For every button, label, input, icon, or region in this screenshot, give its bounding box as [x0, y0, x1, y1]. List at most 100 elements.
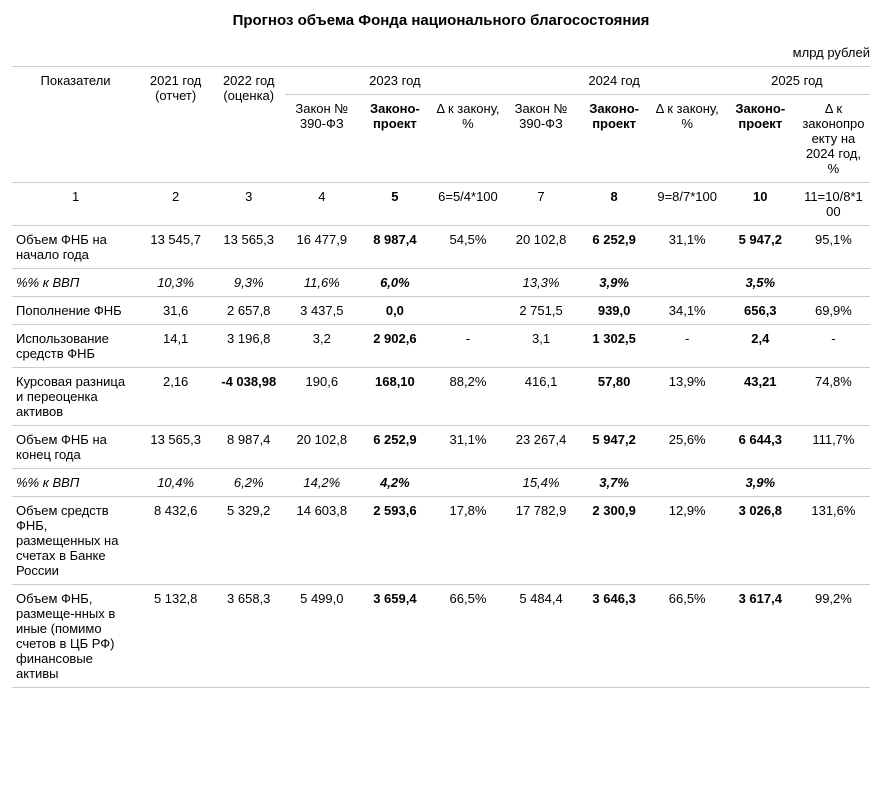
data-cell: -4 038,98 — [212, 368, 285, 426]
data-cell: 3,9% — [724, 469, 797, 497]
data-cell: 2 751,5 — [505, 297, 578, 325]
data-cell: 2 902,6 — [358, 325, 431, 368]
data-cell: 17 782,9 — [505, 497, 578, 585]
data-cell — [431, 469, 504, 497]
formula-row: 123456=5/4*100789=8/7*1001011=10/8*100 — [12, 183, 870, 226]
row-label: Объем ФНБ на начало года — [12, 226, 139, 269]
header-2025-delta: Δ к законопроекту на 2024 год, % — [797, 95, 870, 183]
data-cell: 6 252,9 — [358, 426, 431, 469]
page-title: Прогноз объема Фонда национального благо… — [12, 12, 870, 29]
data-cell: 3 646,3 — [578, 585, 651, 688]
table-row: Использование средств ФНБ14,13 196,83,22… — [12, 325, 870, 368]
data-cell — [797, 469, 870, 497]
data-cell — [651, 269, 724, 297]
data-cell: 88,2% — [431, 368, 504, 426]
header-2024-delta: Δ к закону, % — [651, 95, 724, 183]
formula-cell: 10 — [724, 183, 797, 226]
row-label: Использование средств ФНБ — [12, 325, 139, 368]
header-2021: 2021 год (отчет) — [139, 67, 212, 183]
data-cell: 31,1% — [651, 226, 724, 269]
data-cell: 3,7% — [578, 469, 651, 497]
data-cell: 416,1 — [505, 368, 578, 426]
data-cell: 20 102,8 — [285, 426, 358, 469]
data-cell: 13 565,3 — [212, 226, 285, 269]
data-cell: 111,7% — [797, 426, 870, 469]
data-cell: 5 329,2 — [212, 497, 285, 585]
formula-cell: 8 — [578, 183, 651, 226]
data-cell: 9,3% — [212, 269, 285, 297]
row-label: Курсовая разница и переоценка активов — [12, 368, 139, 426]
data-cell: 3,5% — [724, 269, 797, 297]
data-cell: 3 659,4 — [358, 585, 431, 688]
data-cell: 13 565,3 — [139, 426, 212, 469]
data-cell: 3 437,5 — [285, 297, 358, 325]
data-cell: 6 644,3 — [724, 426, 797, 469]
data-cell: 99,2% — [797, 585, 870, 688]
data-cell: 8 987,4 — [212, 426, 285, 469]
header-2024: 2024 год — [505, 67, 724, 95]
header-2025: 2025 год — [724, 67, 870, 95]
data-cell: 14,2% — [285, 469, 358, 497]
data-cell: 939,0 — [578, 297, 651, 325]
data-cell: 12,9% — [651, 497, 724, 585]
data-cell: 10,3% — [139, 269, 212, 297]
data-cell: 14 603,8 — [285, 497, 358, 585]
table-header: Показатели 2021 год (отчет) 2022 год (оц… — [12, 67, 870, 183]
data-cell: 13,3% — [505, 269, 578, 297]
data-cell — [651, 469, 724, 497]
data-cell: 1 302,5 — [578, 325, 651, 368]
data-cell: 16 477,9 — [285, 226, 358, 269]
header-2024-bill: Законо-проект — [578, 95, 651, 183]
row-label: Объем средств ФНБ, размещенных на счетах… — [12, 497, 139, 585]
data-cell — [431, 269, 504, 297]
formula-cell: 2 — [139, 183, 212, 226]
data-cell: 25,6% — [651, 426, 724, 469]
data-cell: 3,1 — [505, 325, 578, 368]
data-cell: 34,1% — [651, 297, 724, 325]
table-row: %% к ВВП10,3%9,3%11,6%6,0%13,3%3,9%3,5% — [12, 269, 870, 297]
data-cell: 3,9% — [578, 269, 651, 297]
formula-cell: 7 — [505, 183, 578, 226]
table-row: %% к ВВП10,4%6,2%14,2%4,2%15,4%3,7%3,9% — [12, 469, 870, 497]
data-cell: 15,4% — [505, 469, 578, 497]
table-row: Объем ФНБ на конец года13 565,38 987,420… — [12, 426, 870, 469]
data-cell — [797, 269, 870, 297]
row-label: Объем ФНБ на конец года — [12, 426, 139, 469]
data-cell: 5 484,4 — [505, 585, 578, 688]
data-cell: 54,5% — [431, 226, 504, 269]
data-cell: 3 026,8 — [724, 497, 797, 585]
data-cell: 2,4 — [724, 325, 797, 368]
row-label: Пополнение ФНБ — [12, 297, 139, 325]
formula-cell: 5 — [358, 183, 431, 226]
data-cell: 3,2 — [285, 325, 358, 368]
data-cell: 74,8% — [797, 368, 870, 426]
data-cell: - — [797, 325, 870, 368]
data-cell: 31,1% — [431, 426, 504, 469]
data-cell: 8 432,6 — [139, 497, 212, 585]
data-cell: 6,0% — [358, 269, 431, 297]
data-cell: 10,4% — [139, 469, 212, 497]
data-cell: 14,1 — [139, 325, 212, 368]
data-cell: 66,5% — [651, 585, 724, 688]
header-2022: 2022 год (оценка) — [212, 67, 285, 183]
row-label: %% к ВВП — [12, 269, 139, 297]
header-indicator: Показатели — [12, 67, 139, 183]
data-cell: 5 499,0 — [285, 585, 358, 688]
data-cell: 656,3 — [724, 297, 797, 325]
table-row: Пополнение ФНБ31,62 657,83 437,50,02 751… — [12, 297, 870, 325]
data-cell: 13,9% — [651, 368, 724, 426]
data-cell: 4,2% — [358, 469, 431, 497]
data-cell: 168,10 — [358, 368, 431, 426]
data-cell: 3 617,4 — [724, 585, 797, 688]
data-cell: 131,6% — [797, 497, 870, 585]
data-cell: 2 593,6 — [358, 497, 431, 585]
header-2023: 2023 год — [285, 67, 504, 95]
data-cell: - — [431, 325, 504, 368]
formula-cell: 9=8/7*100 — [651, 183, 724, 226]
unit-label: млрд рублей — [12, 45, 870, 60]
data-cell: 190,6 — [285, 368, 358, 426]
data-cell: 23 267,4 — [505, 426, 578, 469]
row-label: Объем ФНБ, размеще-нных в иные (помимо с… — [12, 585, 139, 688]
table-row: Объем ФНБ на начало года13 545,713 565,3… — [12, 226, 870, 269]
data-cell: 17,8% — [431, 497, 504, 585]
